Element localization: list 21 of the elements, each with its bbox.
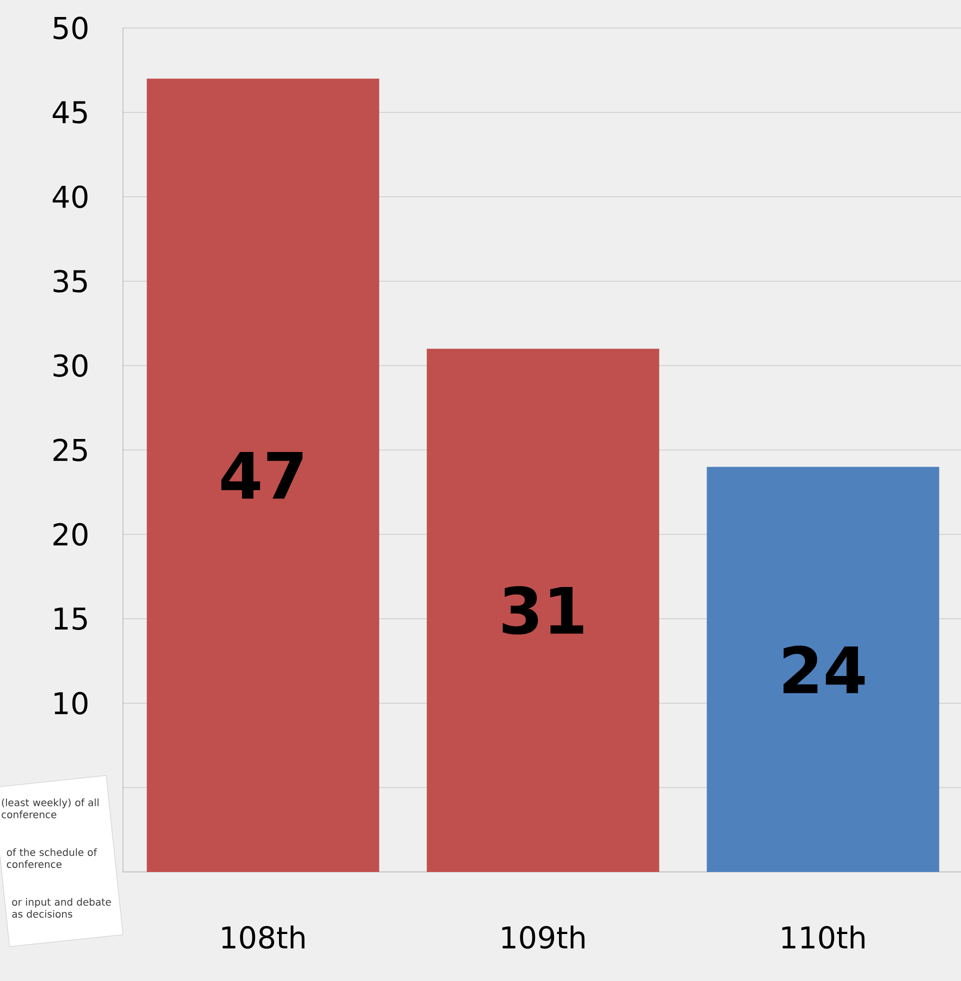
bar [146,78,380,872]
text: or input and debate as decisions [12,898,111,918]
y-tick-label: 20 [53,523,88,546]
y-tick-label: 45 [52,101,87,124]
bar [426,348,660,872]
y-tick-label: 15 [54,608,87,630]
x-tick-label: 108th [222,926,304,949]
y-tick-label: 40 [52,185,88,208]
x-tick-label: 109th [502,926,584,949]
y-tick-label: 25 [53,438,87,462]
y-tick-label: 35 [54,270,87,293]
data-label: 31 [502,586,584,635]
text: (least weekly) of all conference [2,798,98,818]
y-tick-label: 30 [54,354,88,377]
y-tick-label: 50 [54,16,88,40]
x-tick-label: 110th [782,926,864,949]
text: of the schedule of conference [6,848,98,868]
bar [706,466,940,872]
y-tick-label: 10 [54,692,88,715]
data-label: 24 [784,646,865,694]
data-label: 47 [221,452,302,499]
